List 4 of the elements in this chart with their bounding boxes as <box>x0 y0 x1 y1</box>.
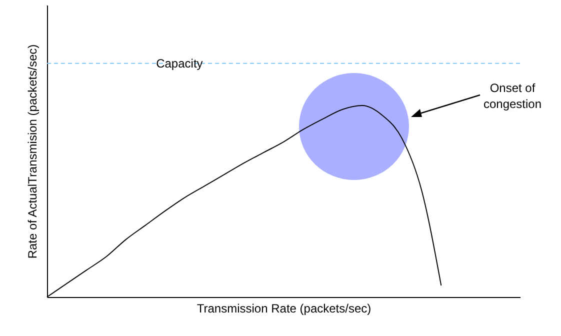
ref-line-label: Capacity <box>156 56 203 70</box>
annotation: Onset of congestion <box>482 80 543 112</box>
x-axis-title: Transmission Rate (packets/sec) <box>196 302 372 316</box>
y-axis-title: Rate of ActualTransmision (packets/sec) <box>26 44 40 259</box>
